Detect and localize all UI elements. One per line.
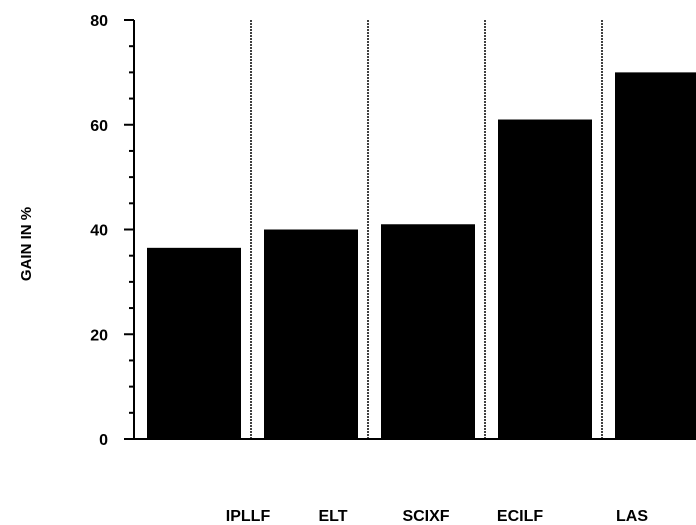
bar — [264, 229, 358, 439]
y-tick-label: 60 — [90, 118, 108, 135]
x-tick-label: IPLLF — [226, 508, 271, 525]
y-tick-label: 80 — [90, 13, 108, 30]
bars — [134, 72, 696, 440]
y-axis-label: GAIN IN % — [18, 207, 35, 281]
x-tick-label: LAS — [616, 508, 648, 525]
bar — [381, 224, 475, 439]
y-tick-label: 40 — [90, 223, 108, 240]
y-axis: 0 20 40 60 80 — [90, 13, 135, 449]
y-tick-label: 0 — [99, 432, 108, 449]
bar — [615, 72, 696, 439]
x-tick-label: SCIXF — [402, 508, 449, 525]
y-tick-label: 20 — [90, 327, 108, 344]
category-dividers — [250, 20, 603, 439]
bar — [498, 119, 592, 439]
x-tick-label: ECILF — [497, 508, 543, 525]
bar — [147, 247, 241, 439]
x-tick-label: ELT — [318, 508, 347, 525]
x-axis-labels: IPLLF ELT SCIXF ECILF LAS — [226, 508, 649, 525]
